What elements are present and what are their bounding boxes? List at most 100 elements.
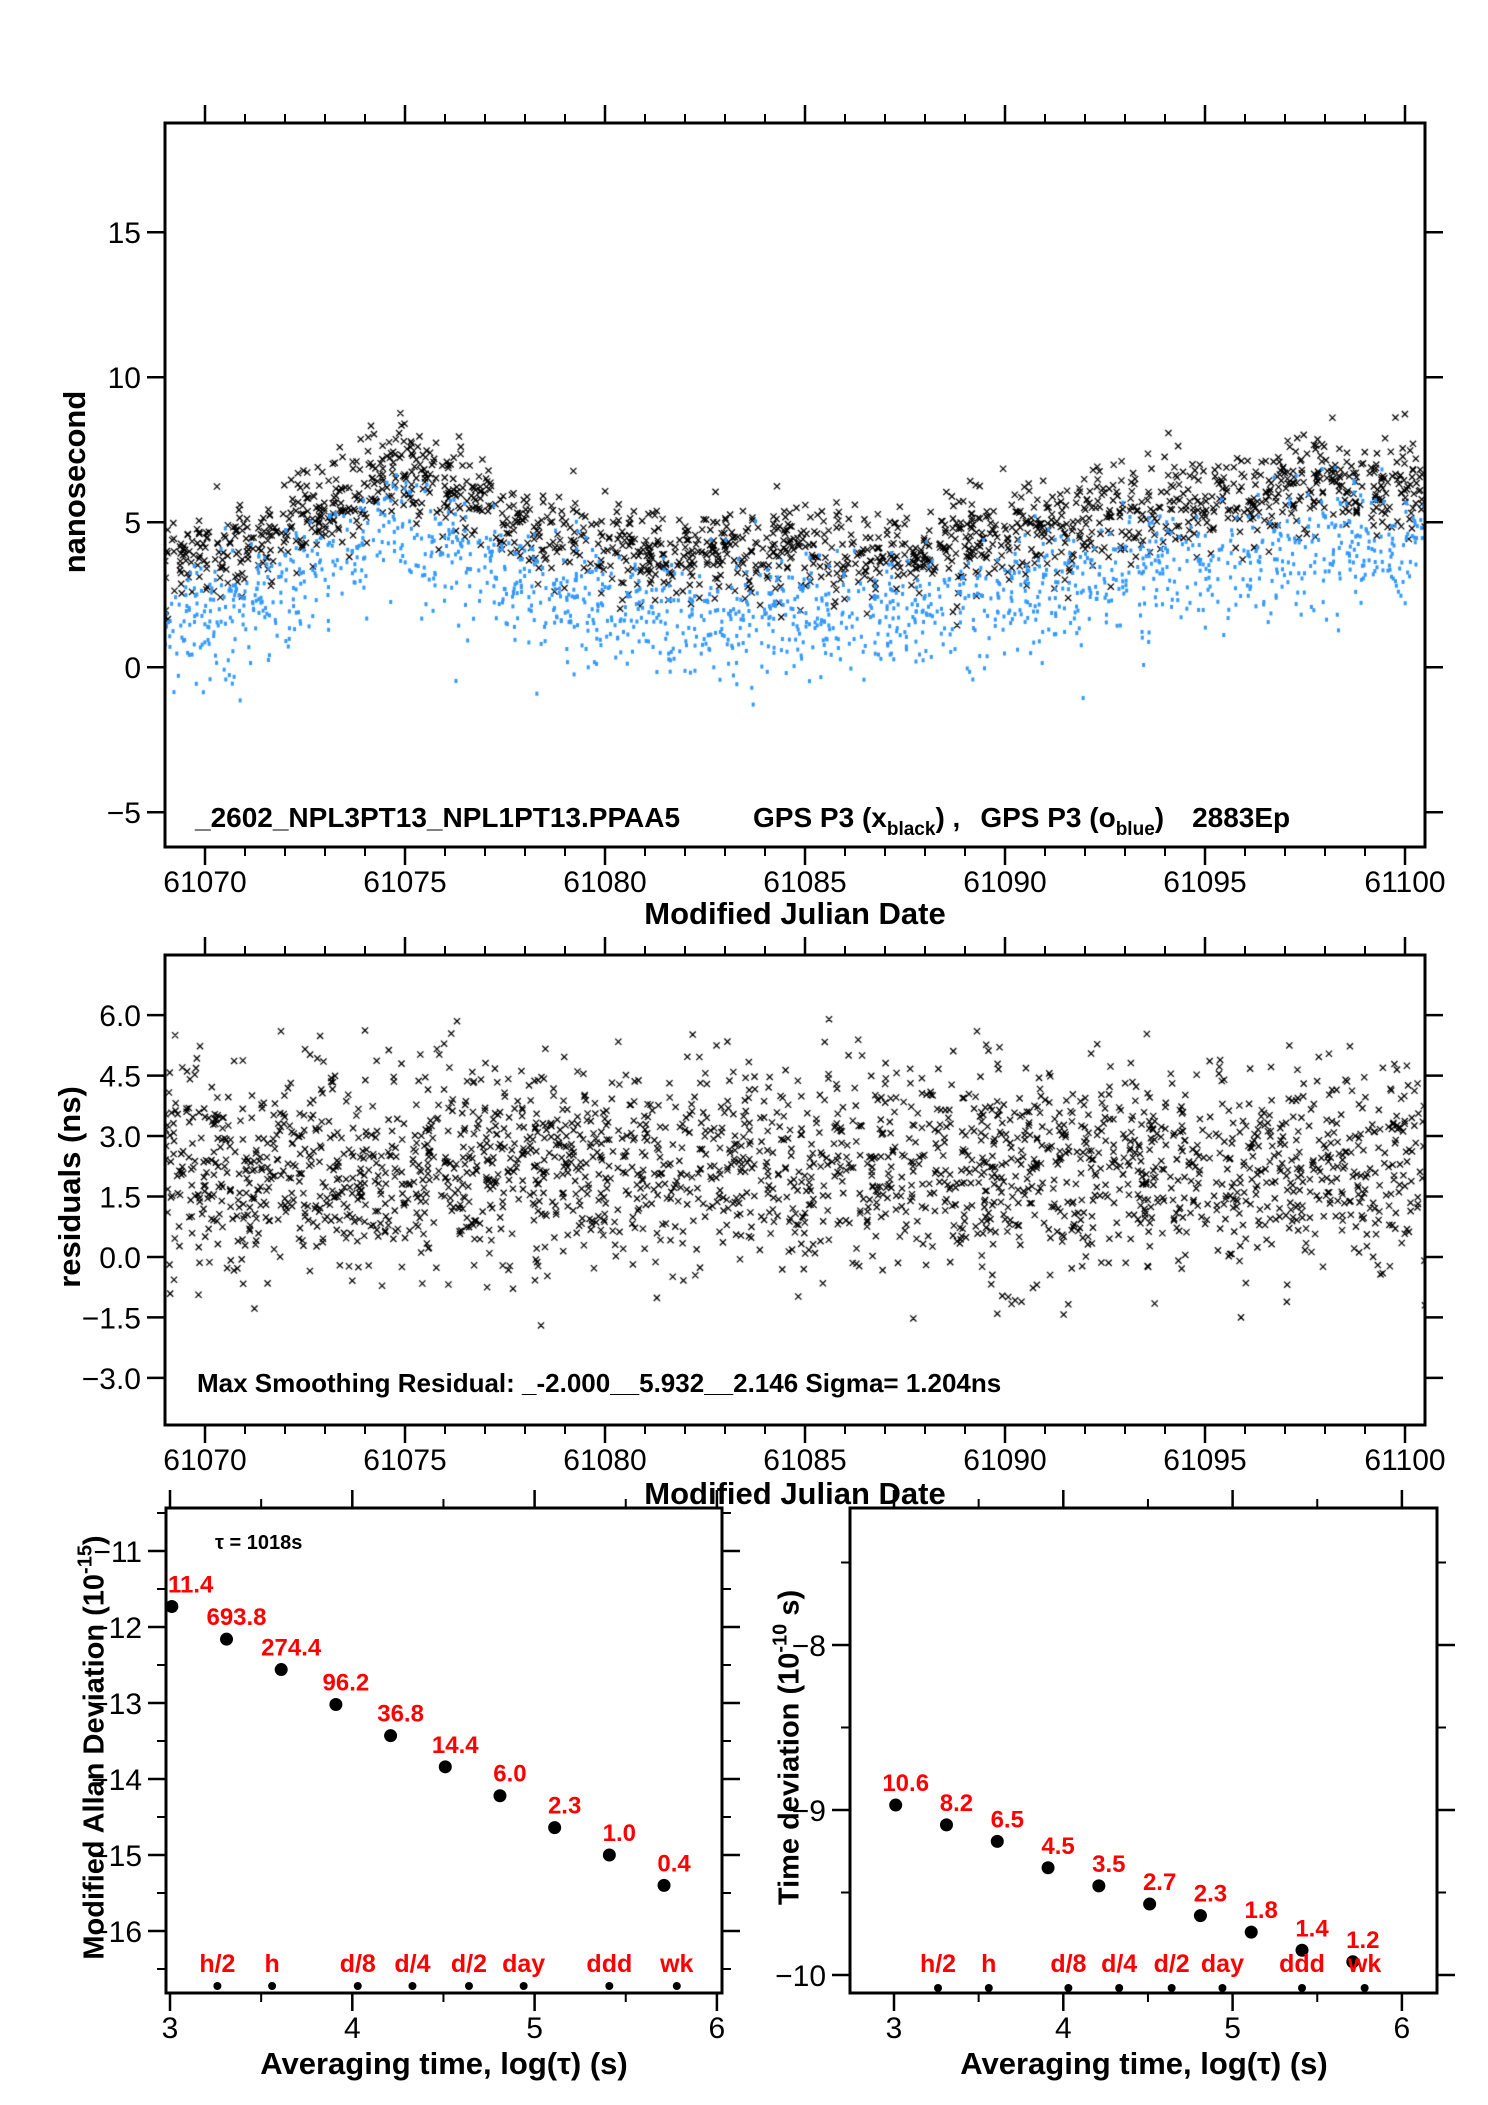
x-tick-label: 5	[526, 2012, 543, 2045]
x-tick-label: 61075	[363, 1444, 446, 1477]
point-value-label: 1.8	[1245, 1897, 1278, 1924]
x-tick-label: 61085	[763, 866, 846, 899]
category-tick-dot	[672, 1982, 681, 1990]
category-label: d/2	[451, 1950, 487, 1978]
y-tick-label: −5	[107, 797, 141, 830]
top-scatter-canvas	[165, 123, 1425, 847]
y-tick-label: 3.0	[99, 1121, 141, 1154]
category-label: wk	[1347, 1950, 1381, 1978]
category-tick-dot	[1167, 1984, 1176, 1992]
y-tick-label: −11	[93, 1536, 142, 1569]
category-label: wk	[659, 1950, 693, 1978]
category-label: h/2	[199, 1950, 235, 1978]
category-tick-dot	[1115, 1984, 1124, 1992]
x-tick-label: 61100	[1364, 1444, 1445, 1477]
y-tick-label: −15	[91, 1840, 142, 1873]
category-label: d/8	[1050, 1950, 1086, 1978]
point-value-label: 6.0	[493, 1761, 526, 1788]
y-tick-label: 4.5	[99, 1061, 141, 1094]
y-tick-label: −3.0	[82, 1363, 141, 1396]
x-tick-label: 61100	[1364, 866, 1445, 899]
x-tick-label: 4	[344, 2012, 361, 2045]
y-tick-label: 1.5	[99, 1181, 141, 1214]
y-tick-label: −16	[91, 1916, 142, 1949]
data-point-dot	[1193, 1909, 1207, 1923]
point-value-label: 274.4	[261, 1635, 322, 1662]
series1-subscript: black	[886, 819, 936, 840]
residuals-x-axis-title: Modified Julian Date	[644, 1476, 946, 1511]
top-plot-x-axis-title: Modified Julian Date	[644, 896, 946, 931]
mdev-y-title-main: Modified Allan Deviation (10	[78, 1573, 111, 1960]
category-tick-dot	[408, 1982, 417, 1990]
category-label: h/2	[920, 1950, 956, 1978]
data-point-dot	[1041, 1861, 1055, 1875]
data-point-dot	[1346, 1955, 1360, 1969]
y-tick-label: −14	[91, 1764, 142, 1797]
point-value-label: 11.4	[168, 1571, 214, 1598]
x-tick-label: 61070	[163, 1444, 246, 1477]
data-point-dot	[602, 1848, 616, 1862]
data-point-dot	[438, 1760, 452, 1774]
point-value-label: 2.7	[1143, 1869, 1176, 1896]
series1-suffix: ) ,	[935, 802, 961, 833]
y-tick-label: 0.0	[99, 1242, 141, 1275]
series1-label: GPS P3 (x	[753, 802, 887, 833]
mdev-y-title-exponent: -15	[74, 1545, 97, 1574]
category-label: h	[264, 1950, 279, 1978]
y-tick-label: −12	[91, 1612, 142, 1645]
x-tick-label: 61095	[1163, 1444, 1246, 1477]
data-point-dot	[1143, 1897, 1157, 1911]
data-point-dot	[274, 1663, 288, 1677]
series2-subscript: blue	[1115, 819, 1155, 840]
category-label: day	[502, 1950, 545, 1978]
point-value-label: 14.4	[432, 1732, 479, 1759]
data-point-dot	[990, 1834, 1004, 1848]
category-label: day	[1201, 1950, 1244, 1978]
tau-annotation: τ = 1018s	[215, 1532, 303, 1554]
category-tick-dot	[1218, 1984, 1227, 1992]
series-legend-annotation: GPS P3 (xblack) , GPS P3 (oblue) 2883Ep	[753, 802, 1290, 841]
x-tick-label: 6	[1394, 2012, 1411, 2045]
x-tick-label: 61080	[563, 866, 646, 899]
point-value-label: 96.2	[323, 1670, 370, 1697]
plot-frame	[163, 121, 1427, 849]
point-value-label: 8.2	[940, 1790, 973, 1817]
data-point-dot	[384, 1729, 398, 1743]
x-tick-label: 61090	[963, 866, 1046, 899]
y-tick-label: −8	[792, 1630, 826, 1663]
category-tick-dot	[464, 1982, 473, 1990]
tdev-y-title-close: s)	[773, 1589, 806, 1624]
category-label: d/8	[340, 1950, 376, 1978]
x-tick-label: 3	[162, 2012, 179, 2045]
dataset-id-annotation: _2602_NPL3PT13_NPL1PT13.PPAA5	[195, 802, 681, 833]
category-tick-dot	[213, 1982, 222, 1990]
point-value-label: 2.3	[548, 1793, 581, 1820]
category-label: ddd	[1279, 1950, 1325, 1978]
data-point-dot	[889, 1798, 903, 1812]
y-tick-label: −13	[91, 1688, 142, 1721]
mdev-y-title-close: )	[78, 1535, 111, 1546]
x-tick-label: 61070	[163, 866, 246, 899]
data-point-dot	[1295, 1943, 1309, 1957]
point-value-label: 36.8	[377, 1701, 424, 1728]
x-tick-label: 5	[1224, 2012, 1241, 2045]
point-value-label: 1.4	[1295, 1915, 1329, 1942]
data-point-dot	[657, 1878, 671, 1892]
x-tick-label: 61080	[563, 1444, 646, 1477]
category-tick-dot	[605, 1982, 614, 1990]
point-value-label: 3.5	[1092, 1851, 1125, 1878]
point-value-label: 693.8	[206, 1604, 266, 1631]
residuals-y-axis-title: residuals (ns)	[52, 1086, 87, 1288]
data-point-dot	[165, 1599, 179, 1613]
category-label: d/4	[1101, 1950, 1137, 1978]
y-tick-label: −1.5	[82, 1302, 141, 1335]
point-value-label: 2.3	[1194, 1881, 1227, 1908]
data-point-dot	[220, 1632, 234, 1646]
category-tick-dot	[934, 1984, 943, 1992]
y-tick-label: 6.0	[99, 1000, 141, 1033]
series2-suffix: )	[1154, 802, 1165, 833]
data-point-dot	[1092, 1879, 1106, 1893]
plot-frame	[163, 953, 1427, 1427]
y-tick-label: 0	[124, 652, 141, 685]
